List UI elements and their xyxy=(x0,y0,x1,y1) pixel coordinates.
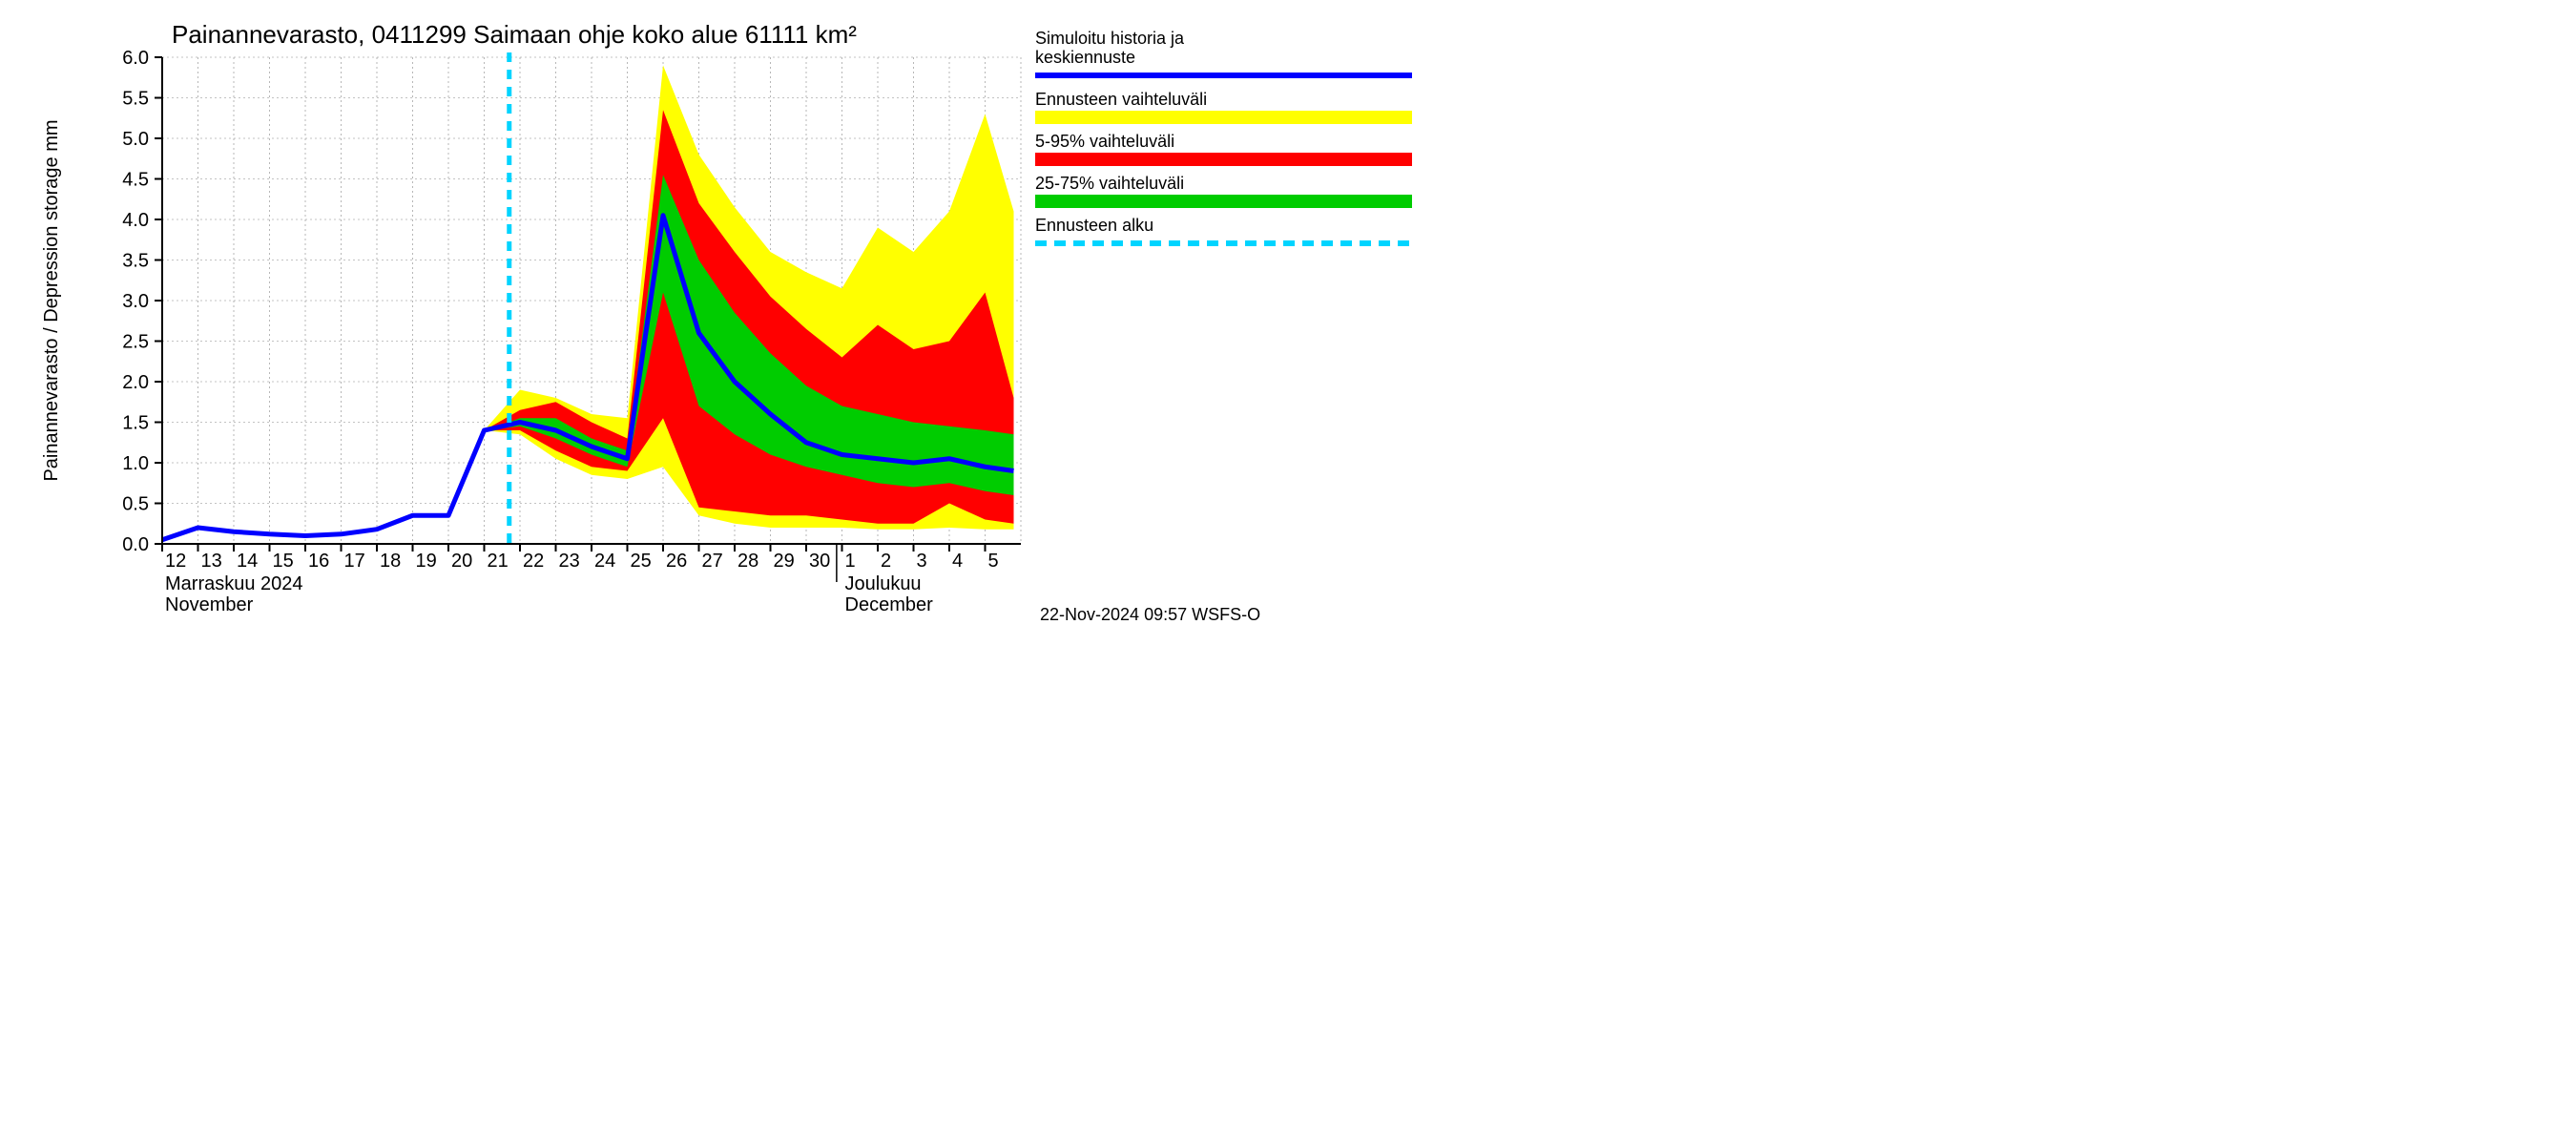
legend-swatch xyxy=(1035,153,1412,166)
xtick-label: 24 xyxy=(594,551,615,572)
xtick-label: 16 xyxy=(308,551,329,572)
month2-fi: Joulukuu xyxy=(845,573,922,594)
xtick-label: 30 xyxy=(809,551,830,572)
legend-label: keskiennuste xyxy=(1035,48,1135,67)
xtick-label: 20 xyxy=(451,551,472,572)
xtick-label: 12 xyxy=(165,551,186,572)
xtick-label: 25 xyxy=(631,551,652,572)
plot-area: 0.0 0.5 1.0 1.5 2.0 2.5 3.0 3.5 4.0 4.5 5.0 5.5 6.0 1… xyxy=(122,48,1021,615)
ytick-label: 1.0 xyxy=(122,453,149,474)
xtick-label: 27 xyxy=(702,551,723,572)
xtick-label: 22 xyxy=(523,551,544,572)
xtick-label: 1 xyxy=(845,551,856,572)
month1-fi: Marraskuu 2024 xyxy=(165,573,303,594)
ytick-label: 2.0 xyxy=(122,372,149,393)
ytick-label: 0.5 xyxy=(122,494,149,515)
xtick-label: 17 xyxy=(344,551,365,572)
xtick-label: 21 xyxy=(488,551,509,572)
legend-label: 5-95% vaihteluväli xyxy=(1035,132,1174,151)
ytick-label: 4.0 xyxy=(122,210,149,231)
legend-label: Ennusteen vaihteluväli xyxy=(1035,90,1207,109)
ytick-label: 6.0 xyxy=(122,48,149,69)
legend-swatch xyxy=(1035,111,1412,124)
xtick-label: 28 xyxy=(737,551,758,572)
xtick-label: 13 xyxy=(201,551,222,572)
xtick-label: 5 xyxy=(988,551,999,572)
legend-label: Ennusteen alku xyxy=(1035,216,1153,235)
ytick-label: 1.5 xyxy=(122,413,149,434)
xtick-label: 3 xyxy=(917,551,927,572)
xtick-label: 19 xyxy=(416,551,437,572)
ytick-label: 4.5 xyxy=(122,170,149,191)
month2-en: December xyxy=(845,594,934,615)
ytick-label: 5.5 xyxy=(122,89,149,110)
ytick-label: 3.5 xyxy=(122,251,149,272)
ytick-label: 2.5 xyxy=(122,332,149,353)
xtick-label: 18 xyxy=(380,551,401,572)
legend: Simuloitu historia jakeskiennuste Ennuste… xyxy=(1035,29,1412,243)
xtick-label: 29 xyxy=(774,551,795,572)
ytick-label: 5.0 xyxy=(122,129,149,150)
legend-label: 25-75% vaihteluväli xyxy=(1035,174,1184,193)
y-axis-label: Painannevarasto / Depression storage mm xyxy=(41,119,62,481)
ytick-label: 3.0 xyxy=(122,291,149,312)
month1-en: November xyxy=(165,594,254,615)
xtick-label: 15 xyxy=(273,551,294,572)
xtick-label: 23 xyxy=(559,551,580,572)
legend-label: Simuloitu historia ja xyxy=(1035,29,1185,48)
legend-swatch xyxy=(1035,195,1412,208)
xtick-label: 4 xyxy=(952,551,963,572)
chart-title: Painannevarasto, 0411299 Saimaan ohje ko… xyxy=(172,20,857,49)
ytick-label: 0.0 xyxy=(122,534,149,555)
xtick-label: 14 xyxy=(237,551,258,572)
xtick-label: 2 xyxy=(881,551,891,572)
footer-timestamp: 22-Nov-2024 09:57 WSFS-O xyxy=(1040,605,1260,624)
xtick-label: 26 xyxy=(666,551,687,572)
